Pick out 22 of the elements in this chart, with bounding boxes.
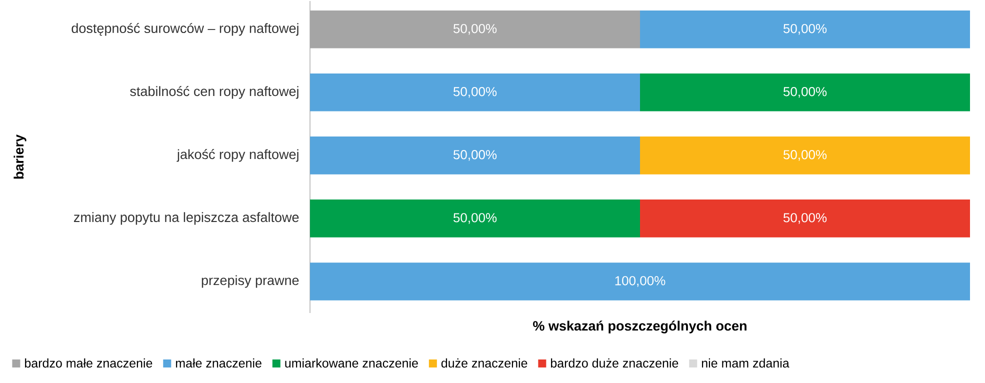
x-axis-title: % wskazań poszczególnych ocen (533, 320, 746, 334)
data-label: 50,00% (453, 87, 497, 98)
y-tick-label: jakość ropy naftowej (176, 149, 298, 162)
y-tick-label: stabilność cen ropy naftowej (130, 86, 298, 99)
data-label: 50,00% (783, 213, 827, 224)
legend-label: bardzo małe znaczenie (25, 358, 152, 368)
y-axis-title: bariery (14, 134, 26, 179)
data-label: 50,00% (783, 24, 827, 35)
y-tick-label: zmiany popytu na lepiszcza asfaltowe (74, 212, 299, 225)
y-tick-label: dostępność surowców – ropy naftowej (72, 22, 298, 36)
legend-label: małe znaczenie (176, 358, 262, 368)
data-label: 50,00% (453, 213, 497, 224)
legend-label: umiarkowane znaczenie (285, 358, 418, 368)
legend-label: bardzo duże znaczenie (550, 358, 678, 368)
legend-label: duże znaczenie (441, 358, 528, 368)
legend-label: nie mam zdania (702, 358, 790, 368)
data-label: 50,00% (783, 87, 827, 98)
y-tick-label: przepisy prawne (202, 275, 299, 288)
data-label: 50,00% (783, 150, 827, 161)
data-label: 50,00% (453, 24, 497, 35)
data-label: 50,00% (453, 150, 497, 161)
data-label: 100,00% (615, 276, 666, 287)
